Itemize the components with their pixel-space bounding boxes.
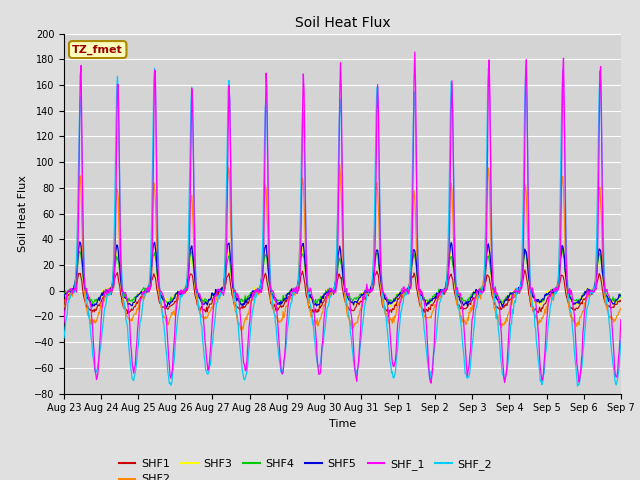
Legend: SHF1, SHF2, SHF3, SHF4, SHF5, SHF_1, SHF_2: SHF1, SHF2, SHF3, SHF4, SHF5, SHF_1, SHF… bbox=[114, 455, 497, 480]
X-axis label: Time: Time bbox=[329, 419, 356, 429]
Title: Soil Heat Flux: Soil Heat Flux bbox=[294, 16, 390, 30]
Text: TZ_fmet: TZ_fmet bbox=[72, 44, 123, 55]
Y-axis label: Soil Heat Flux: Soil Heat Flux bbox=[18, 175, 28, 252]
